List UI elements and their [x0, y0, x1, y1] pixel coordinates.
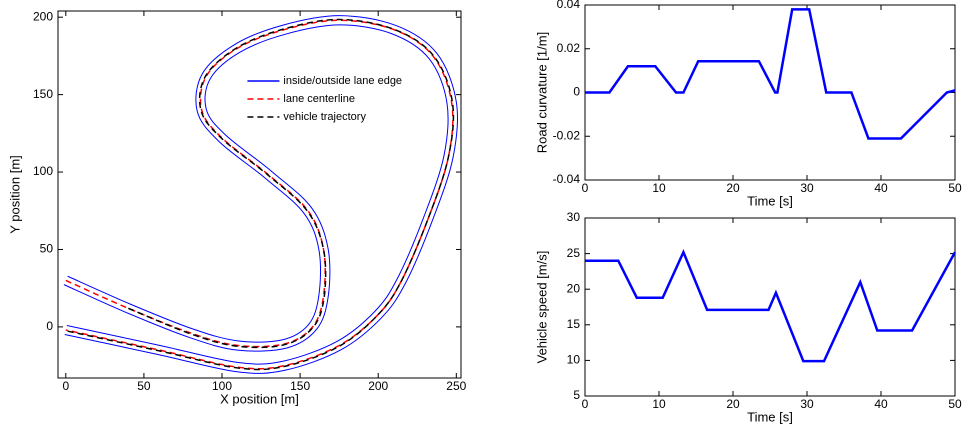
legend-label: vehicle trajectory [283, 111, 366, 123]
y-axis-label: Vehicle speed [m/s] [534, 251, 549, 364]
plot-frame [57, 10, 462, 379]
y-tick-label: 100 [33, 164, 53, 178]
x-tick-label: 0 [582, 181, 589, 195]
y-tick-label: -0.02 [553, 128, 581, 142]
x-tick-label: 30 [800, 181, 814, 195]
y-tick-label: 150 [33, 87, 53, 101]
x-tick-label: 50 [137, 379, 151, 393]
y-tick-label: 15 [567, 317, 581, 331]
y-tick-label: 0 [573, 85, 580, 99]
x-tick-label: 150 [290, 379, 310, 393]
x-tick-label: 20 [726, 181, 740, 195]
series-line [65, 19, 454, 370]
y-tick-label: 30 [567, 210, 581, 224]
x-tick-label: 10 [652, 181, 666, 195]
legend-label: lane centerline [283, 93, 355, 105]
x-tick-label: 30 [800, 397, 814, 411]
x-tick-label: 50 [948, 397, 962, 411]
y-tick-label: 0.02 [557, 41, 581, 55]
series-line [585, 249, 957, 363]
x-tick-label: 50 [948, 181, 962, 195]
series-line [585, 8, 956, 140]
y-tick-label: -0.04 [553, 172, 581, 186]
x-tick-label: 10 [652, 397, 666, 411]
y-tick-label: 50 [40, 242, 54, 256]
y-tick-label: 20 [567, 281, 581, 295]
x-tick-label: 20 [726, 397, 740, 411]
y-tick-label: 0.04 [557, 0, 581, 11]
series-line [65, 18, 455, 371]
x-tick-label: 250 [446, 379, 466, 393]
y-tick-label: 200 [33, 9, 53, 23]
x-tick-label: 0 [62, 379, 69, 393]
x-tick-label: 40 [874, 397, 888, 411]
y-axis-label: Road curvature [1/m] [534, 32, 549, 153]
x-tick-label: 40 [874, 181, 888, 195]
y-axis-label: Y position [m] [7, 155, 22, 234]
y-tick-label: 0 [46, 319, 53, 333]
x-axis-label: Time [s] [747, 193, 793, 208]
legend-label: inside/outside lane edge [283, 75, 402, 87]
y-tick-label: 10 [567, 353, 581, 367]
series-line [63, 24, 449, 365]
x-tick-label: 200 [368, 379, 388, 393]
y-tick-label: 25 [567, 246, 581, 260]
plot-frame [584, 217, 956, 397]
x-tick-label: 0 [582, 397, 589, 411]
x-axis-label: X position [m] [220, 391, 299, 406]
x-tick-label: 100 [212, 379, 232, 393]
y-tick-label: 5 [573, 388, 580, 402]
x-axis-label: Time [s] [747, 409, 793, 424]
series-line [64, 15, 459, 374]
plot-frame [584, 4, 956, 181]
